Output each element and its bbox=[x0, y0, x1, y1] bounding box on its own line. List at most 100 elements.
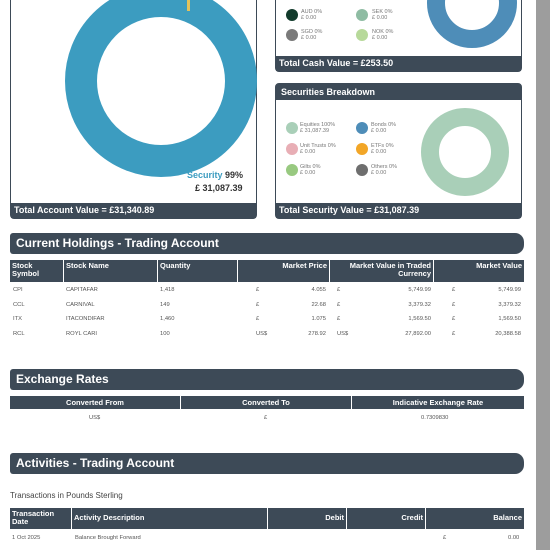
sgd-legend-dot bbox=[286, 29, 298, 41]
col-stock-symbol: Stock Symbol bbox=[10, 260, 64, 282]
bonds-legend-dot bbox=[356, 122, 368, 134]
security-legend: Security 99% bbox=[187, 170, 243, 180]
holding-cell-qty: 100 bbox=[160, 330, 170, 337]
total-security-value: Total Security Value = £31,087.39 bbox=[276, 203, 521, 218]
holding-cell-vcur: £ bbox=[337, 301, 341, 308]
total-cash-value: Total Cash Value = £253.50 bbox=[276, 56, 521, 71]
col-quantity: Quantity bbox=[158, 260, 238, 282]
col-converted-from: Converted From bbox=[10, 396, 181, 409]
holding-cell-name: CARNIVAL bbox=[66, 301, 95, 308]
equities-legend-label: Equities 100% £ 31,087.39 bbox=[300, 122, 336, 134]
security-label: Security bbox=[187, 170, 223, 180]
holding-cell-symbol: RCL bbox=[13, 330, 25, 337]
others-legend-label: Others 0% £ 0.00 bbox=[371, 164, 397, 176]
equities-legend-dot bbox=[286, 122, 298, 134]
total-account-value: Total Account Value = £31,340.89 bbox=[11, 203, 256, 218]
holding-cell-name: CAPITAFAR bbox=[66, 287, 98, 293]
holding-cell-vcur: £ bbox=[337, 316, 341, 322]
aud-legend-dot bbox=[286, 9, 298, 21]
col-transaction-date: Transaction Date bbox=[10, 508, 72, 529]
sgd-legend-label: SGD 0% £ 0.00 bbox=[301, 29, 323, 41]
exchange-section-title: Exchange Rates bbox=[10, 369, 524, 390]
holding-cell-symbol: CCL bbox=[13, 301, 25, 308]
col-debit: Debit bbox=[268, 508, 347, 529]
nok-legend-dot bbox=[356, 29, 368, 41]
nok-legend-label: NOK 0% £ 0.00 bbox=[372, 29, 394, 41]
scrollbar[interactable] bbox=[536, 0, 550, 550]
holding-cell-price: 278.92 bbox=[308, 330, 326, 337]
col-credit: Credit bbox=[347, 508, 426, 529]
cash-breakdown-card: AUD 0% £ 0.00 SEK 0% £ 0.00 SGD 0% £ 0.00 N… bbox=[275, 0, 522, 72]
activity-date: 1 Oct 2025 bbox=[12, 535, 41, 541]
col-converted-to: Converted To bbox=[181, 396, 352, 409]
securities-breakdown-card: Securities Breakdown Equities 100% £ 31,0… bbox=[275, 83, 522, 219]
holding-cell-price: 4.055 bbox=[311, 287, 326, 293]
exchange-to-value: £ bbox=[264, 415, 268, 421]
holding-cell-mcur: £ bbox=[452, 330, 456, 337]
col-market-price: Market Price bbox=[238, 260, 330, 282]
col-market-value-traded: Market Value in Traded Currency bbox=[330, 260, 434, 282]
holding-cell-val: 5,749.99 bbox=[408, 287, 431, 293]
account-donut-chart bbox=[65, 0, 257, 177]
cash-donut-chart bbox=[427, 0, 517, 48]
securities-breakdown-title: Securities Breakdown bbox=[276, 84, 521, 100]
holding-cell-qty: 1,418 bbox=[160, 287, 175, 293]
col-balance: Balance bbox=[493, 513, 522, 522]
holding-cell-pcur: £ bbox=[256, 316, 260, 322]
exchange-table-header: Converted From Converted To Indicative E… bbox=[10, 396, 524, 409]
sek-legend-dot bbox=[356, 9, 368, 21]
exchange-rate-value: 0.7309830 bbox=[421, 415, 449, 421]
activity-balance: 0.00 bbox=[508, 535, 520, 541]
holding-cell-vcur: US$ bbox=[337, 330, 349, 337]
holding-cell-price: 22.68 bbox=[311, 301, 326, 308]
gilts-legend-dot bbox=[286, 164, 298, 176]
holding-cell-symbol: ITX bbox=[13, 316, 23, 322]
holding-cell-pcur: £ bbox=[256, 301, 260, 308]
holding-cell-mval: 1,569.50 bbox=[498, 316, 521, 322]
holdings-table-header: Stock Symbol Stock Name Quantity Market … bbox=[10, 260, 524, 282]
col-market-value: Market Value bbox=[476, 261, 522, 270]
unit-trusts-legend-dot bbox=[286, 143, 298, 155]
activities-section-title: Activities - Trading Account bbox=[10, 453, 524, 474]
exchange-from-value: US$ bbox=[89, 415, 101, 421]
holding-cell-vcur: £ bbox=[337, 287, 341, 293]
holding-cell-mcur: £ bbox=[452, 316, 456, 322]
security-segment bbox=[65, 0, 257, 177]
activity-balance-currency: £ bbox=[443, 535, 447, 541]
activities-subtitle: Transactions in Pounds Sterling bbox=[10, 491, 123, 500]
holding-cell-symbol: CPI bbox=[13, 287, 23, 293]
others-legend-dot bbox=[356, 164, 368, 176]
account-value-card: Security 99% £ 31,087.39 Total Account V… bbox=[10, 0, 257, 219]
holding-cell-qty: 1,460 bbox=[160, 316, 175, 322]
holdings-section-title: Current Holdings - Trading Account bbox=[10, 233, 524, 254]
holding-cell-price: 1.075 bbox=[311, 316, 326, 322]
holding-cell-qty: 149 bbox=[160, 301, 170, 308]
holding-cell-name: ROYL CARI bbox=[66, 330, 98, 337]
activity-description: Balance Brought Forward bbox=[75, 535, 141, 541]
holding-cell-mcur: £ bbox=[452, 287, 456, 293]
holding-cell-mval: 3,379.32 bbox=[498, 301, 521, 308]
holding-cell-mval: 5,749.99 bbox=[498, 287, 521, 293]
holding-cell-pcur: US$ bbox=[256, 330, 268, 337]
etfs-legend-label: ETFs 0% £ 0.00 bbox=[371, 143, 394, 155]
col-exchange-rate: Indicative Exchange Rate bbox=[392, 398, 484, 407]
holding-cell-name: ITACONDIFAR bbox=[66, 316, 105, 322]
gilts-legend-label: Gilts 0% £ 0.00 bbox=[300, 164, 321, 176]
security-pct: 99% bbox=[225, 170, 244, 180]
etfs-legend-dot bbox=[356, 143, 368, 155]
col-stock-name: Stock Name bbox=[64, 260, 158, 282]
activities-table-header: Transaction Date Activity Description De… bbox=[10, 508, 524, 529]
col-activity-description: Activity Description bbox=[72, 508, 268, 529]
holding-cell-val: 27,892.00 bbox=[405, 330, 431, 337]
holding-cell-mcur: £ bbox=[452, 301, 456, 308]
holding-cell-val: 3,379.32 bbox=[408, 301, 431, 308]
security-value: £ 31,087.39 bbox=[195, 183, 243, 193]
holding-cell-val: 1,569.50 bbox=[408, 316, 431, 322]
unit-trusts-legend-label: Unit Trusts 0% £ 0.00 bbox=[300, 143, 336, 155]
holding-cell-pcur: £ bbox=[256, 287, 260, 293]
cash-segment bbox=[187, 0, 190, 11]
holding-cell-mval: 20,388.58 bbox=[495, 330, 521, 337]
sek-legend-label: SEK 0% £ 0.00 bbox=[372, 9, 393, 21]
bonds-legend-label: Bonds 0% £ 0.00 bbox=[371, 122, 397, 134]
securities-donut-chart bbox=[421, 108, 509, 196]
